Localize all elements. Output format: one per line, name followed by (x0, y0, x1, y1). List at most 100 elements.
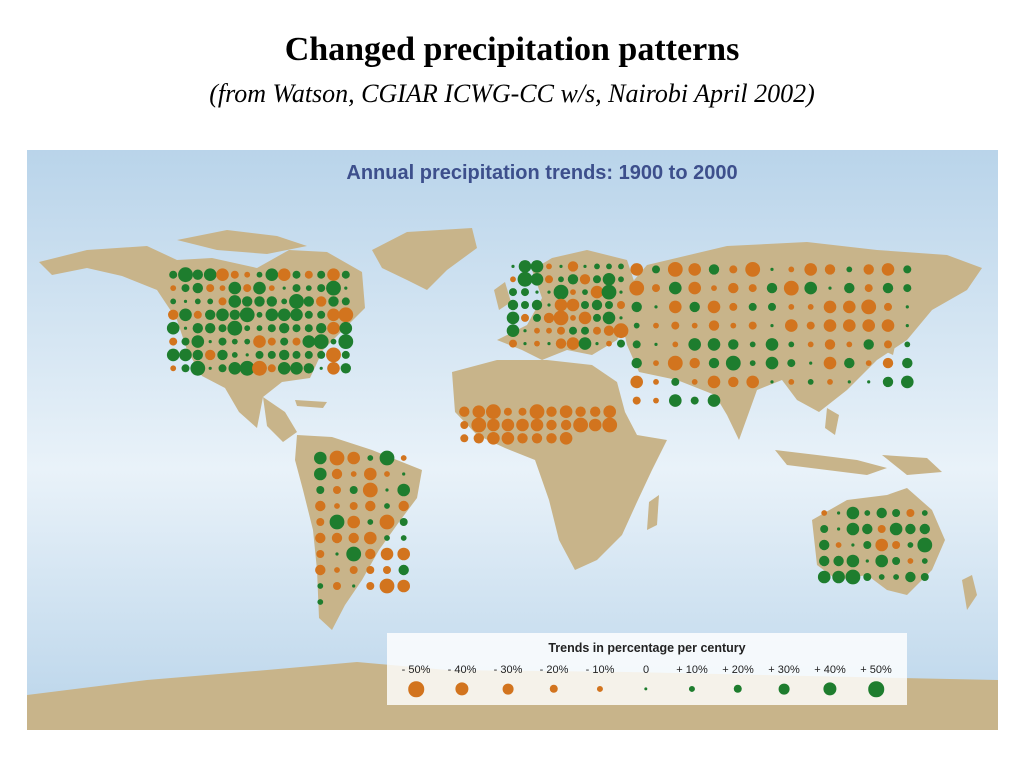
trend-dot (823, 319, 837, 332)
trend-dot (653, 360, 659, 366)
trend-dot (593, 326, 601, 335)
trend-dot (218, 337, 227, 346)
trend-dot (669, 281, 682, 295)
trend-dot (333, 486, 341, 494)
trend-dot (843, 319, 856, 332)
trend-dot (192, 349, 203, 361)
trend-dot (846, 341, 853, 348)
trend-dot (169, 270, 178, 279)
trend-dot (277, 268, 291, 281)
trend-dot (179, 348, 192, 362)
trend-dot (578, 337, 592, 350)
legend-label: + 50% (860, 664, 892, 676)
trend-dot (365, 548, 376, 560)
trend-dot (510, 276, 516, 283)
trend-dot (338, 334, 354, 349)
legend-label: - 40% (447, 664, 477, 676)
trend-dot (384, 471, 390, 477)
trend-dot (690, 396, 699, 405)
trend-dot (277, 308, 291, 322)
trend-dot (400, 535, 407, 541)
trend-dot (875, 554, 888, 568)
trend-dot (837, 511, 841, 515)
trend-dot (546, 406, 557, 417)
trend-dot (903, 284, 912, 293)
legend-label: - 50% (401, 664, 431, 676)
trend-dot (518, 260, 532, 273)
trend-dot (688, 338, 701, 351)
trend-dot (243, 284, 252, 293)
slide-title: Changed precipitation patterns (284, 31, 740, 68)
trend-dot (181, 284, 190, 293)
trend-dot (827, 379, 833, 385)
trend-dot (218, 364, 227, 373)
legend-item: 0 (623, 663, 669, 703)
trend-dot (892, 557, 901, 565)
trend-dot (379, 578, 395, 594)
trend-dot (884, 340, 892, 349)
trend-dot (569, 326, 577, 335)
trend-dot (292, 284, 301, 293)
trend-dot (231, 338, 238, 345)
trend-dot (707, 300, 721, 314)
trend-dot (884, 302, 892, 311)
trend-dot (315, 564, 326, 576)
trend-dot (904, 341, 911, 348)
trend-dot (267, 350, 276, 359)
trend-dot (334, 503, 340, 509)
trend-dot (170, 365, 177, 372)
trend-dot (828, 286, 832, 290)
trend-dot (304, 310, 313, 319)
trend-dot (192, 269, 203, 280)
trend-dot (546, 419, 557, 431)
trend-dot (317, 270, 326, 279)
trend-dot (534, 327, 540, 334)
trend-dot (366, 566, 375, 574)
trend-dot (517, 271, 533, 287)
trend-dot (729, 265, 738, 274)
trend-dot (881, 319, 895, 332)
trend-dot (350, 471, 357, 477)
trend-dot (503, 407, 512, 416)
trend-dot (348, 532, 359, 544)
trend-dot (399, 518, 408, 526)
trend-dot (254, 296, 265, 307)
caribbean (295, 400, 327, 408)
trend-dot (546, 263, 552, 270)
legend-dot (868, 681, 884, 697)
trend-dot (292, 324, 301, 333)
trend-dot (487, 432, 500, 445)
trend-dot (875, 538, 888, 552)
trend-dot (316, 550, 325, 558)
trend-dot (256, 325, 263, 332)
trend-dot (314, 467, 327, 481)
trend-dot (882, 376, 894, 388)
trend-dot (881, 263, 895, 276)
trend-dot (487, 418, 500, 432)
legend-dot (823, 682, 837, 696)
trend-dot (667, 355, 683, 371)
trend-dot (605, 301, 613, 309)
trend-dot (846, 554, 860, 568)
trend-dot (603, 325, 615, 336)
trend-dot (530, 418, 544, 432)
trend-dot (788, 266, 795, 273)
trend-dot (367, 519, 374, 525)
trend-dot (305, 285, 312, 291)
trend-dot (364, 467, 377, 481)
central-america (263, 397, 297, 442)
trend-dot (533, 313, 541, 322)
trend-dot (192, 282, 203, 294)
trend-dot (397, 483, 411, 497)
trend-dot (688, 281, 701, 295)
trend-dot (181, 337, 190, 346)
trend-dot (575, 406, 586, 417)
trend-dot (653, 379, 659, 385)
trend-dot (865, 360, 872, 366)
trend-dot (546, 327, 552, 334)
trend-dot (460, 421, 469, 429)
trend-dot (328, 296, 339, 307)
trend-dot (745, 262, 761, 277)
trend-dot (331, 468, 343, 480)
trend-dot (218, 297, 227, 306)
